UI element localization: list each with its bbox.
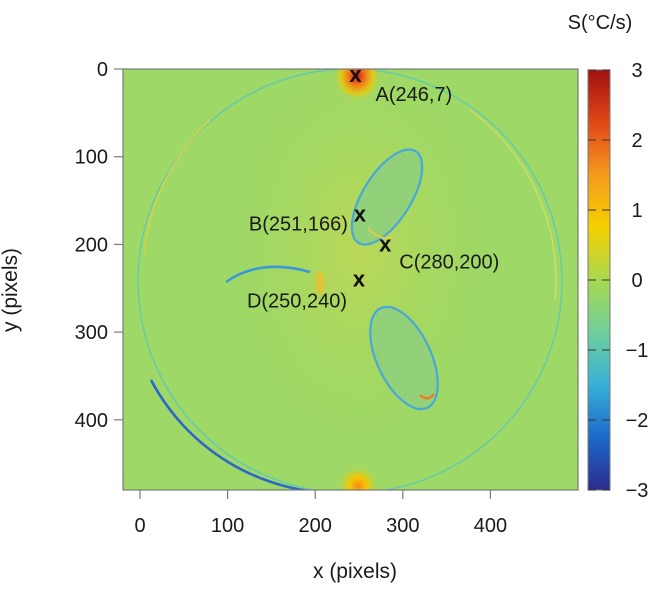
lower-ellipse: [369, 305, 439, 411]
point-marker: x: [379, 231, 392, 256]
y-axis-label: y (pixels): [0, 248, 22, 332]
left-arc-warm: [315, 271, 325, 295]
x-tick-label: 0: [134, 515, 145, 537]
point-label: D(250,240): [247, 291, 347, 313]
outer-ring-cold-arc: [149, 379, 313, 490]
heatmap-field: [123, 69, 578, 490]
x-tick-label: 300: [386, 515, 419, 537]
x-tick-label: 100: [211, 515, 244, 537]
colorbar-tick-label: −3: [626, 480, 649, 502]
colorbar-tick-label: 2: [631, 130, 642, 152]
point-label: C(280,200): [399, 251, 499, 273]
colorbar-tick-label: −2: [626, 410, 649, 432]
point-label: A(246,7): [375, 84, 452, 106]
x-tick-label: 400: [474, 515, 507, 537]
point-marker: x: [354, 202, 367, 227]
colorbar-tick-label: 0: [631, 270, 642, 292]
y-tick-label: 0: [97, 59, 108, 81]
x-axis: 0 100 200 300 400: [134, 490, 507, 537]
x-tick-label: 200: [299, 515, 332, 537]
y-axis: 0 100 200 300 400: [75, 59, 123, 432]
y-tick-label: 200: [75, 234, 108, 256]
colorbar-label: S(°C/s): [568, 12, 633, 34]
y-tick-label: 300: [75, 322, 108, 344]
y-tick-label: 400: [75, 410, 108, 432]
x-axis-label: x (pixels): [313, 560, 397, 583]
outer-ring-warm-arc: [143, 119, 211, 256]
bottom-hot-spot: [336, 464, 380, 490]
upper-ellipse: [350, 148, 424, 246]
top-hot-spot: [333, 69, 381, 102]
point-label: B(251,166): [249, 214, 348, 236]
lower-ellipse-hot-edge: [419, 393, 435, 400]
point-marker: x: [353, 267, 366, 292]
outer-ring: [137, 69, 563, 490]
y-tick-label: 100: [75, 147, 108, 169]
outer-ring-right-arc: [469, 109, 557, 301]
colorbar: S(°C/s) 3 2 1 0 −1 −2 −3: [568, 12, 649, 502]
left-arc: [225, 265, 311, 284]
annotation-points: x A(246,7) x B(251,166) x C(280,200) x D(250,24…: [247, 62, 499, 312]
colorbar-tick-label: −1: [626, 340, 649, 362]
colorbar-ticks: 3 2 1 0 −1 −2 −3: [588, 60, 648, 502]
point-marker: x: [349, 62, 362, 87]
warm-center-glow: [230, 69, 490, 450]
colorbar-tick-label: 1: [631, 200, 642, 222]
plot-frame: [122, 68, 579, 491]
upper-ellipse-hot-edge: [367, 227, 393, 240]
colorbar-tick-label: 3: [631, 60, 642, 82]
